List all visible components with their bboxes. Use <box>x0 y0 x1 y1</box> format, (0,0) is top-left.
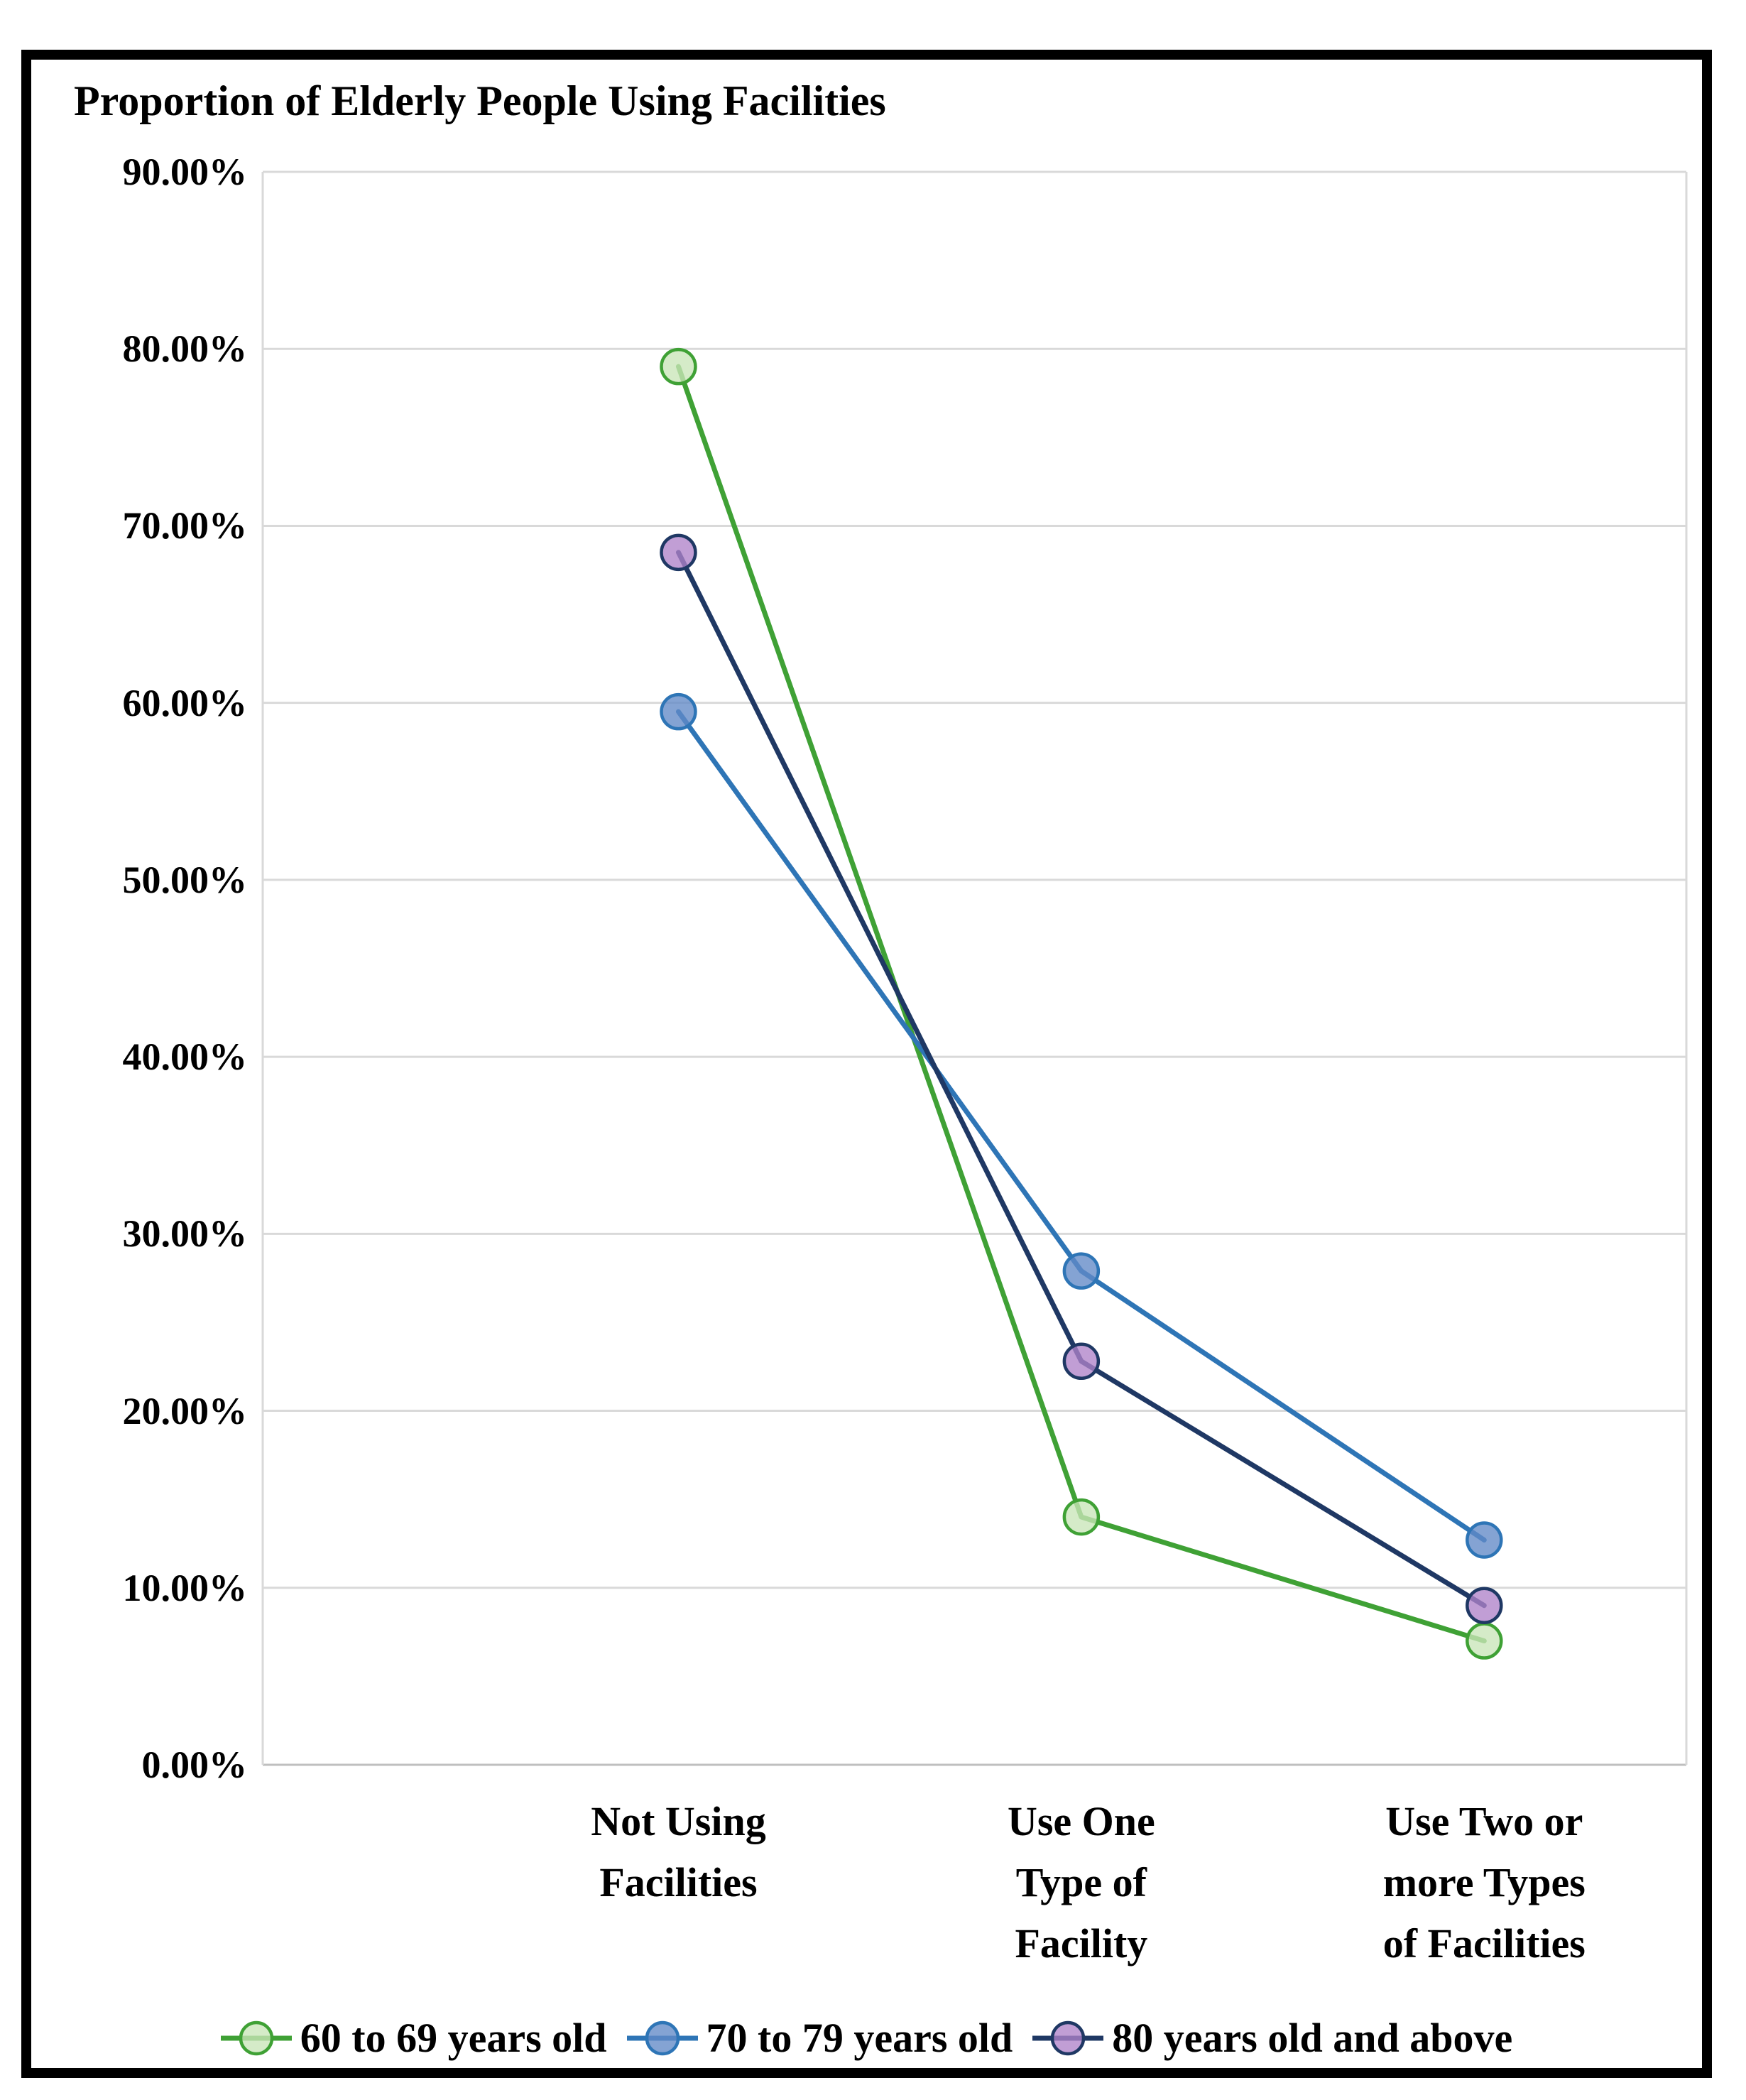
chart-title: Proportion of Elderly People Using Facil… <box>74 77 886 124</box>
y-axis-label: 90.00% <box>122 151 248 193</box>
x-axis-category-label: Use One Type of Facility <box>1007 1798 1155 1966</box>
data-point-marker <box>1466 1587 1503 1624</box>
legend-label: 70 to 79 years old <box>706 2015 1013 2061</box>
series-line-1 <box>675 709 1487 1543</box>
legend-marker-icon <box>220 2020 292 2055</box>
y-axis-label: 40.00% <box>122 1035 248 1079</box>
y-axis-label: 80.00% <box>122 327 248 371</box>
legend-label: 80 years old and above <box>1112 2015 1513 2061</box>
data-point-marker <box>1062 1498 1101 1536</box>
y-axis-label: 10.00% <box>122 1566 248 1609</box>
y-axis-label: 20.00% <box>122 1389 248 1432</box>
y-axis-label: 30.00% <box>122 1212 248 1256</box>
data-point-marker <box>1062 1252 1101 1290</box>
data-point-marker <box>660 533 697 572</box>
series-line-0 <box>675 364 1487 1644</box>
data-point-marker <box>1466 1521 1503 1559</box>
legend-item: 70 to 79 years old <box>626 2014 1013 2062</box>
data-point-marker <box>660 347 697 386</box>
legend-marker-icon <box>626 2020 698 2055</box>
legend-label: 60 to 69 years old <box>300 2015 607 2061</box>
y-axis-label: 70.00% <box>122 504 248 548</box>
data-point-marker <box>1466 1622 1503 1660</box>
y-axis-label: 0.00% <box>141 1743 248 1786</box>
x-axis-category-label: Not Using Facilities <box>591 1798 766 1905</box>
legend-marker-icon <box>1032 2020 1104 2055</box>
y-axis-label: 60.00% <box>122 681 248 724</box>
legend-item: 60 to 69 years old <box>219 2014 607 2062</box>
x-axis-category-label: Use Two or more Types of Facilities <box>1382 1798 1586 1966</box>
data-point-marker <box>660 692 697 731</box>
legend: 60 to 69 years old 70 to 79 years old 80 y… <box>43 2014 1689 2062</box>
legend-item: 80 years old and above <box>1031 2014 1512 2062</box>
data-point-marker <box>1062 1342 1101 1381</box>
y-axis-label: 50.00% <box>122 858 248 901</box>
